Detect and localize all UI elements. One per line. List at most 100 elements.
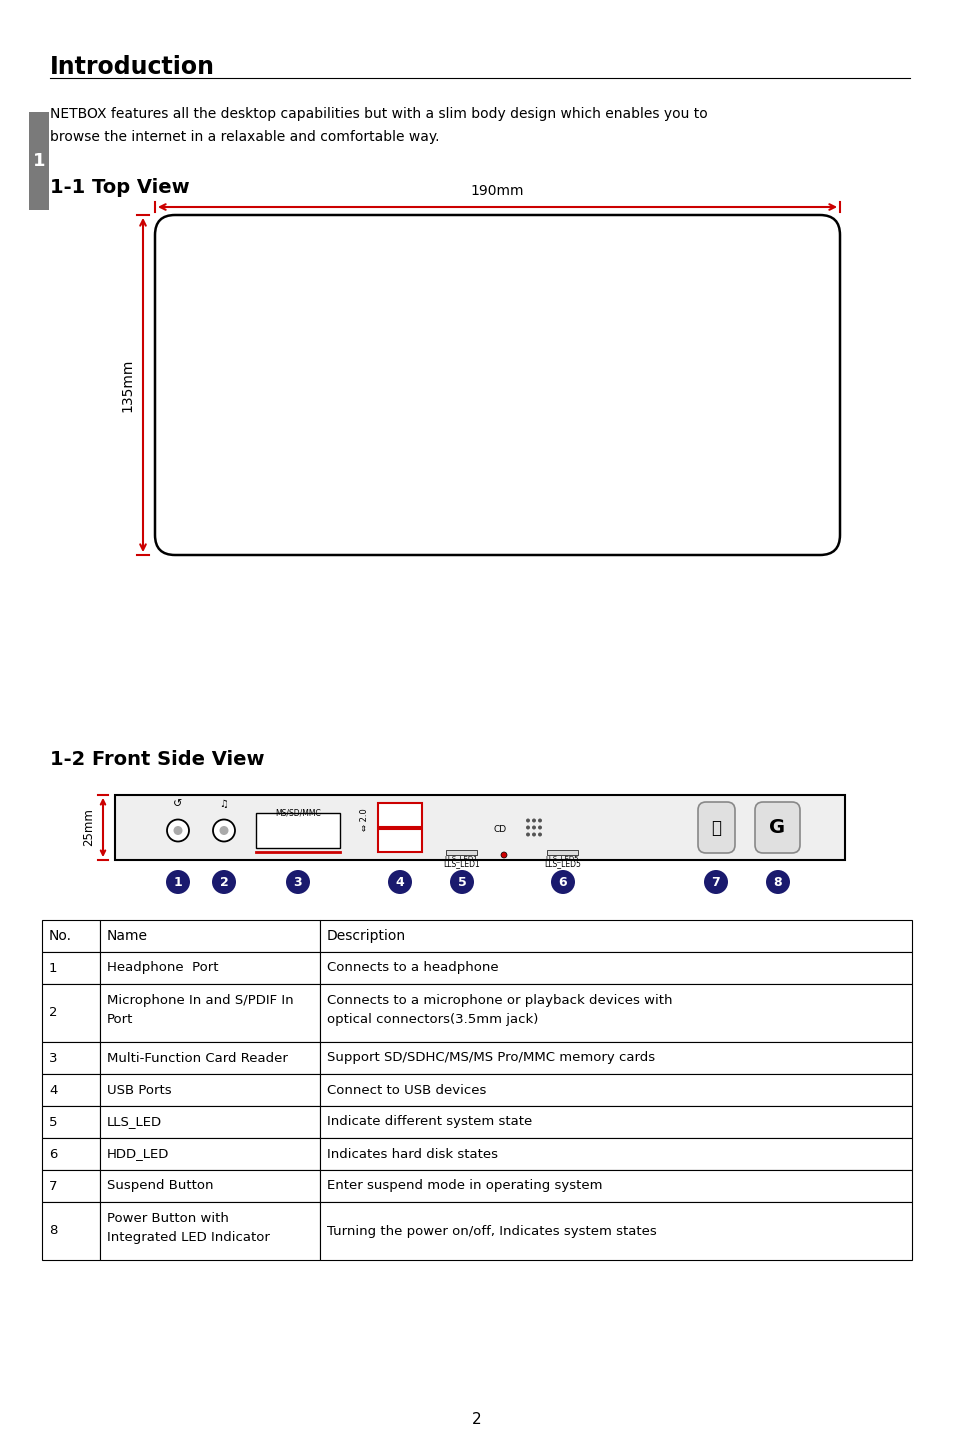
Text: Headphone  Port: Headphone Port: [107, 961, 218, 974]
Text: Microphone In and S/PDIF In: Microphone In and S/PDIF In: [107, 995, 294, 1008]
Circle shape: [388, 870, 412, 894]
Text: CD: CD: [493, 825, 506, 833]
Bar: [100, 1138, 319, 1170]
Text: 2: 2: [219, 876, 228, 889]
Text: HDD_LED: HDD_LED: [107, 1147, 170, 1160]
Text: Support SD/SDHC/MS/MS Pro/MMC memory cards: Support SD/SDHC/MS/MS Pro/MMC memory car…: [327, 1051, 655, 1064]
Bar: [42, 953, 100, 984]
Text: LLS_LED1: LLS_LED1: [443, 860, 480, 868]
Bar: [100, 984, 319, 1043]
Circle shape: [167, 819, 189, 842]
Circle shape: [537, 832, 541, 836]
Circle shape: [703, 870, 727, 894]
Text: 6: 6: [49, 1147, 57, 1160]
Bar: [42, 1138, 100, 1170]
Bar: [42, 984, 100, 1043]
Text: 2: 2: [472, 1413, 481, 1427]
Bar: [29, 112, 49, 211]
Bar: [319, 1043, 911, 1074]
Text: MS/SD/MMC: MS/SD/MMC: [274, 807, 320, 817]
Text: 1-1 Top View: 1-1 Top View: [50, 179, 190, 197]
Circle shape: [212, 870, 235, 894]
Bar: [42, 1106, 100, 1138]
Circle shape: [537, 819, 541, 822]
Circle shape: [525, 832, 530, 836]
Circle shape: [551, 870, 575, 894]
Bar: [319, 1074, 911, 1106]
Text: Multi-Function Card Reader: Multi-Function Card Reader: [107, 1051, 288, 1064]
Bar: [319, 953, 911, 984]
Text: 190mm: 190mm: [470, 184, 524, 197]
Text: LLS_LED5: LLS_LED5: [544, 860, 580, 868]
Text: 6: 6: [558, 876, 567, 889]
Circle shape: [532, 826, 536, 829]
Text: Integrated LED Indicator: Integrated LED Indicator: [107, 1231, 270, 1244]
Bar: [42, 1170, 100, 1202]
Text: G: G: [769, 817, 784, 836]
Text: Suspend Button: Suspend Button: [107, 1179, 213, 1192]
Text: LLS_LED: LLS_LED: [107, 1115, 162, 1128]
Text: ↺: ↺: [173, 799, 182, 809]
Bar: [42, 1202, 100, 1260]
Text: optical connectors(3.5mm jack): optical connectors(3.5mm jack): [327, 1013, 537, 1027]
Circle shape: [532, 819, 536, 822]
Circle shape: [450, 870, 474, 894]
Circle shape: [286, 870, 310, 894]
Text: 3: 3: [49, 1051, 57, 1064]
Text: Connects to a microphone or playback devices with: Connects to a microphone or playback dev…: [327, 995, 672, 1008]
FancyBboxPatch shape: [154, 215, 840, 555]
Bar: [100, 1170, 319, 1202]
Text: 2: 2: [49, 1006, 57, 1019]
Text: 135mm: 135mm: [120, 359, 133, 412]
Text: Connect to USB devices: Connect to USB devices: [327, 1083, 486, 1096]
Bar: [319, 1170, 911, 1202]
Text: 1: 1: [173, 876, 182, 889]
Text: 7: 7: [49, 1179, 57, 1192]
Circle shape: [500, 852, 506, 858]
Bar: [115, 796, 844, 860]
Text: 8: 8: [773, 876, 781, 889]
Bar: [42, 1043, 100, 1074]
Bar: [319, 984, 911, 1043]
Text: 1: 1: [49, 961, 57, 974]
Text: Turning the power on/off, Indicates system states: Turning the power on/off, Indicates syst…: [327, 1224, 656, 1237]
Text: No.: No.: [49, 929, 71, 942]
Text: 3: 3: [294, 876, 302, 889]
Text: 4: 4: [395, 876, 404, 889]
Bar: [100, 1202, 319, 1260]
Bar: [377, 803, 421, 826]
Bar: [42, 921, 100, 953]
Bar: [319, 1138, 911, 1170]
Text: browse the internet in a relaxable and comfortable way.: browse the internet in a relaxable and c…: [50, 131, 439, 144]
Circle shape: [525, 826, 530, 829]
Bar: [42, 1074, 100, 1106]
Circle shape: [537, 826, 541, 829]
Text: Port: Port: [107, 1013, 133, 1027]
Text: LLS_LED1: LLS_LED1: [444, 855, 477, 862]
Bar: [100, 1106, 319, 1138]
Bar: [319, 1106, 911, 1138]
Text: ⇔ 2.0: ⇔ 2.0: [360, 807, 369, 831]
Bar: [100, 1074, 319, 1106]
Text: Power Button with: Power Button with: [107, 1212, 229, 1225]
Circle shape: [525, 819, 530, 822]
Text: 8: 8: [49, 1224, 57, 1237]
Text: Indicate different system state: Indicate different system state: [327, 1115, 532, 1128]
Bar: [100, 921, 319, 953]
Text: NETBOX features all the desktop capabilities but with a slim body design which e: NETBOX features all the desktop capabili…: [50, 107, 707, 121]
Bar: [446, 849, 476, 855]
Text: 7: 7: [711, 876, 720, 889]
Text: Introduction: Introduction: [50, 55, 214, 78]
Circle shape: [765, 870, 789, 894]
Circle shape: [213, 819, 234, 842]
Text: 1-2 Front Side View: 1-2 Front Side View: [50, 751, 264, 770]
Bar: [319, 1202, 911, 1260]
Text: Description: Description: [327, 929, 406, 942]
Circle shape: [532, 832, 536, 836]
Circle shape: [166, 870, 190, 894]
Bar: [377, 829, 421, 852]
Bar: [100, 1043, 319, 1074]
Text: LLS_LED5: LLS_LED5: [545, 855, 578, 862]
Text: 5: 5: [457, 876, 466, 889]
Text: USB Ports: USB Ports: [107, 1083, 172, 1096]
